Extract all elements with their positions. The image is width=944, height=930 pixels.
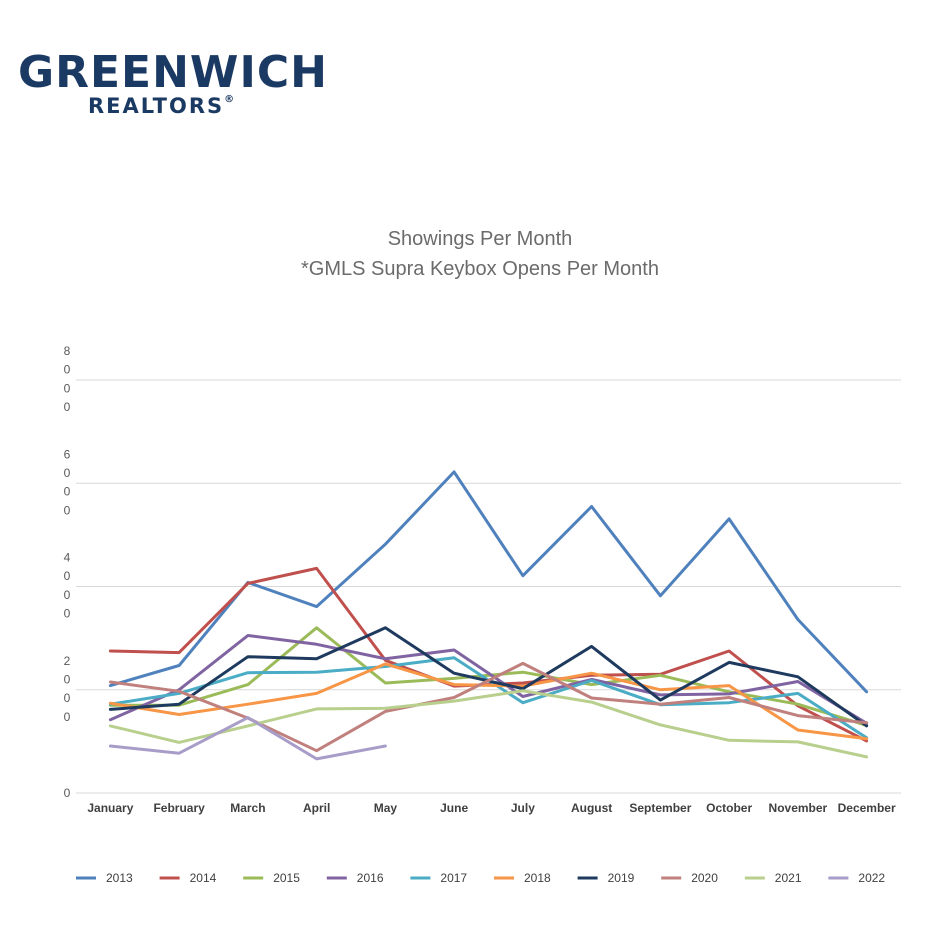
- y-tick-label: 0: [64, 786, 71, 800]
- greenwich-realtors-logo: GREENWICH REALTORS®: [18, 47, 328, 119]
- logo-sub-line: REALTORS®: [88, 94, 328, 118]
- x-tick-label: December: [838, 801, 896, 815]
- logo-main-text: GREENWICH: [18, 47, 328, 98]
- legend-label: 2016: [357, 871, 384, 885]
- legend-item-2020: 2020: [661, 871, 718, 885]
- registered-mark: ®: [224, 94, 235, 105]
- legend-label: 2015: [273, 871, 300, 885]
- x-tick-label: October: [706, 801, 752, 815]
- y-axis-labels: 0 2 0 0 0 4 0 0 0 6 0 0 0 8 0 0 0: [64, 344, 71, 800]
- series-line-2020: [108, 661, 869, 753]
- x-tick-label: August: [571, 801, 612, 815]
- series-line-2022: [108, 716, 387, 761]
- x-tick-label: April: [303, 801, 330, 815]
- series-lines: [108, 470, 869, 761]
- legend-label: 2020: [691, 871, 718, 885]
- gridlines: [76, 379, 901, 794]
- x-axis-labels: January February March April May June July Augu…: [87, 801, 896, 815]
- x-tick-label: June: [440, 801, 468, 815]
- x-tick-label: July: [511, 801, 535, 815]
- logo-sub-text: REALTORS: [88, 94, 225, 118]
- legend: 2013 2014 2015 2016 2017 2018 2019 2020 2021 2022: [76, 871, 885, 885]
- x-tick-label: May: [374, 801, 398, 815]
- legend-label: 2014: [190, 871, 217, 885]
- legend-item-2017: 2017: [410, 871, 467, 885]
- series-line-2018: [108, 662, 869, 741]
- chart-title: Showings Per Month: [387, 228, 573, 250]
- legend-label: 2013: [106, 871, 133, 885]
- legend-label: 2021: [775, 871, 802, 885]
- legend-item-2015: 2015: [243, 871, 300, 885]
- x-tick-label: January: [87, 801, 133, 815]
- legend-label: 2022: [858, 871, 885, 885]
- series-line-2015: [108, 626, 869, 727]
- legend-item-2021: 2021: [744, 871, 802, 885]
- legend-item-2014: 2014: [159, 871, 217, 885]
- legend-item-2018: 2018: [494, 871, 551, 885]
- x-tick-label: March: [230, 801, 265, 815]
- x-tick-label: February: [153, 801, 205, 815]
- x-tick-label: November: [769, 801, 828, 815]
- legend-item-2019: 2019: [577, 871, 635, 885]
- legend-label: 2017: [440, 871, 467, 885]
- legend-item-2013: 2013: [76, 871, 133, 885]
- legend-item-2022: 2022: [828, 871, 885, 885]
- series-line-2013: [108, 470, 869, 694]
- x-tick-label: September: [629, 801, 691, 815]
- legend-item-2016: 2016: [326, 871, 384, 885]
- series-line-2019: [108, 626, 869, 728]
- legend-label: 2018: [524, 871, 551, 885]
- legend-label: 2019: [608, 871, 635, 885]
- series-line-2021: [108, 689, 869, 759]
- chart-subtitle: *GMLS Supra Keybox Opens Per Month: [301, 258, 659, 280]
